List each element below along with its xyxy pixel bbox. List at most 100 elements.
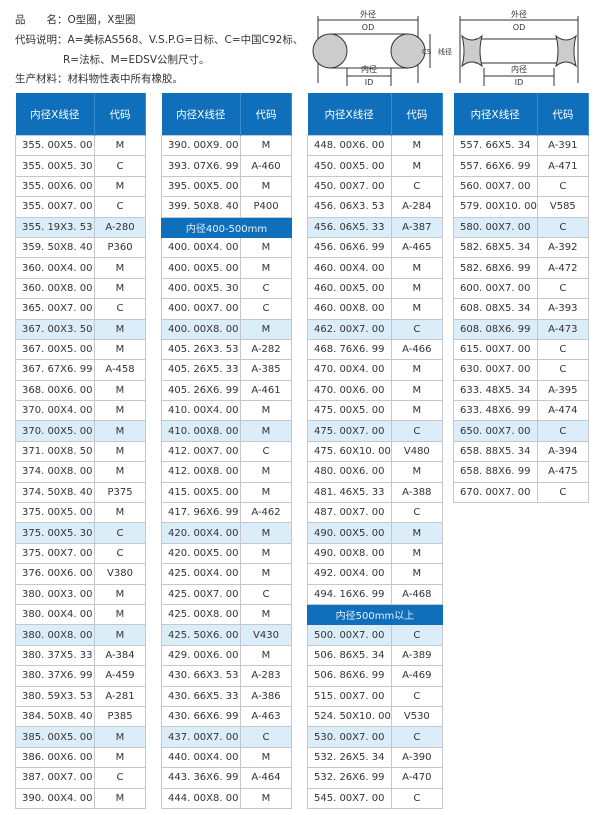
- table-row: 399. 50X8. 40 P400: [161, 196, 292, 218]
- size-cell: 367. 00X5. 00: [15, 338, 95, 361]
- size-cell: 658. 88X5. 34: [453, 440, 538, 463]
- table-row: 450. 00X5. 00 M: [307, 155, 443, 177]
- table-row: 492. 00X4. 00 M: [307, 563, 443, 585]
- size-cell: 360. 00X4. 00: [15, 257, 95, 279]
- size-cell: 429. 00X6. 00: [161, 644, 241, 667]
- table-row: 410. 00X4. 00 M: [161, 400, 292, 422]
- table-row: 450. 00X7. 00 C: [307, 175, 443, 198]
- code-cell: M: [240, 175, 292, 198]
- code-cell: M: [240, 644, 292, 667]
- code-cell: C: [240, 726, 292, 748]
- size-cell: 400. 00X5. 00: [161, 257, 241, 279]
- table-row: 400. 00X5. 30 C: [161, 277, 292, 300]
- table-row: 375. 00X5. 30 C: [15, 522, 146, 544]
- code-cell: C: [536, 359, 589, 381]
- code-cell: M: [94, 175, 146, 198]
- table-row: 506. 86X5. 34 A-389: [307, 644, 443, 667]
- size-cell: 376. 00X6. 00: [15, 563, 95, 585]
- seal-dimension-diagrams: 外径 OD 内径 ID 线径 CS 外径 OD 内径 ID: [312, 9, 579, 87]
- code-cell: A-470: [390, 767, 443, 789]
- table-header: 内径X线径 代码: [307, 93, 443, 136]
- table-row: 400. 00X4. 00 M: [161, 236, 292, 259]
- table-row: 405. 26X3. 53 A-282: [161, 338, 292, 361]
- size-cell: 430. 66X3. 53: [161, 665, 241, 687]
- size-cell: 375. 00X5. 00: [15, 502, 95, 524]
- table-row: 400. 00X5. 00 M: [161, 257, 292, 279]
- size-cell: 355. 00X6. 00: [15, 175, 95, 198]
- table-row: 370. 00X4. 00 M: [15, 400, 146, 422]
- table-row: 355. 00X7. 00 C: [15, 196, 146, 218]
- size-cell: 481. 46X5. 33: [307, 481, 392, 504]
- table-row: 545. 00X7. 00 C: [307, 787, 443, 809]
- size-table: 内径X线径 代码 448. 00X6. 00 M 450. 00X5. 00 M 450. …: [307, 93, 443, 809]
- table-row: 384. 50X8. 40 P385: [15, 705, 146, 728]
- table-row: 462. 00X7. 00 C: [307, 318, 443, 340]
- table-row: 374. 50X8. 40 P375: [15, 481, 146, 504]
- table-row: 443. 36X6. 99 A-464: [161, 767, 292, 789]
- header-code: 代码: [391, 93, 443, 136]
- code-cell: A-472: [536, 257, 589, 279]
- size-cell: 375. 00X5. 30: [15, 522, 95, 544]
- code-cell: M: [94, 787, 146, 809]
- size-cell: 390. 00X4. 00: [15, 787, 95, 809]
- table-row: 456. 06X6. 99 A-465: [307, 236, 443, 259]
- code-cell: C: [94, 522, 146, 544]
- section-row: 内径500mm以上: [307, 603, 443, 626]
- size-cell: 460. 00X5. 00: [307, 277, 392, 300]
- size-cell: 450. 00X7. 00: [307, 175, 392, 198]
- size-cell: 600. 00X7. 00: [453, 277, 538, 300]
- code-cell: M: [240, 787, 292, 809]
- code-cell: M: [240, 746, 292, 769]
- size-cell: 440. 00X4. 00: [161, 746, 241, 769]
- code-cell: C: [536, 338, 589, 361]
- size-cell: 450. 00X5. 00: [307, 155, 392, 177]
- size-cell: 384. 50X8. 40: [15, 705, 95, 728]
- table-row: 460. 00X8. 00 M: [307, 298, 443, 320]
- table-row: 580. 00X7. 00 C: [453, 216, 589, 238]
- size-cell: 437. 00X7. 00: [161, 726, 241, 748]
- size-table: 内径X线径 代码 355. 00X5. 00 M 355. 00X5. 30 C 355. …: [15, 93, 146, 809]
- size-cell: 355. 00X5. 30: [15, 155, 95, 177]
- code-cell: M: [240, 257, 292, 279]
- size-cell: 380. 00X3. 00: [15, 583, 95, 605]
- table-row: 490. 00X8. 00 M: [307, 542, 443, 565]
- size-cell: 425. 00X4. 00: [161, 563, 241, 585]
- header-code: 代码: [537, 93, 589, 136]
- code-cell: C: [536, 216, 589, 238]
- table-row: 429. 00X6. 00 M: [161, 644, 292, 667]
- code-cell: C: [390, 726, 443, 748]
- size-cell: 444. 00X8. 00: [161, 787, 241, 809]
- size-cell: 475. 00X5. 00: [307, 400, 392, 422]
- size-cell: 490. 00X5. 00: [307, 522, 392, 544]
- table-row: 371. 00X8. 50 M: [15, 440, 146, 463]
- code-cell: M: [390, 400, 443, 422]
- code-cell: M: [240, 236, 292, 259]
- code-cell: A-475: [536, 461, 589, 483]
- table-row: 380. 00X4. 00 M: [15, 603, 146, 626]
- table-row: 425. 00X7. 00 C: [161, 583, 292, 605]
- code-cell: A-284: [390, 196, 443, 218]
- size-cell: 490. 00X8. 00: [307, 542, 392, 565]
- table-row: 557. 66X5. 34 A-391: [453, 134, 589, 157]
- code-cell: A-474: [536, 400, 589, 422]
- size-cell: 456. 06X6. 99: [307, 236, 392, 259]
- table-header: 内径X线径 代码: [161, 93, 292, 136]
- code-cell: A-471: [536, 155, 589, 177]
- size-cell: 430. 66X5. 33: [161, 685, 241, 707]
- table-row: 380. 37X5. 33 A-384: [15, 644, 146, 667]
- size-cell: 460. 00X8. 00: [307, 298, 392, 320]
- code-cell: A-281: [94, 685, 146, 707]
- table-row: 633. 48X5. 34 A-395: [453, 379, 589, 402]
- code-cell: A-459: [94, 665, 146, 687]
- size-table: 内径X线径 代码 390. 00X9. 00 M 393. 07X6. 99 A-460 3…: [161, 93, 292, 809]
- code-cell: C: [390, 175, 443, 198]
- code-cell: C: [390, 318, 443, 340]
- size-cell: 430. 66X6. 99: [161, 705, 241, 728]
- code-cell: A-468: [390, 583, 443, 605]
- header-size: 内径X线径: [453, 93, 538, 136]
- table-row: 430. 66X5. 33 A-386: [161, 685, 292, 707]
- table-row: 670. 00X7. 00 C: [453, 481, 589, 504]
- size-cell: 400. 00X4. 00: [161, 236, 241, 259]
- code-cell: M: [240, 420, 292, 442]
